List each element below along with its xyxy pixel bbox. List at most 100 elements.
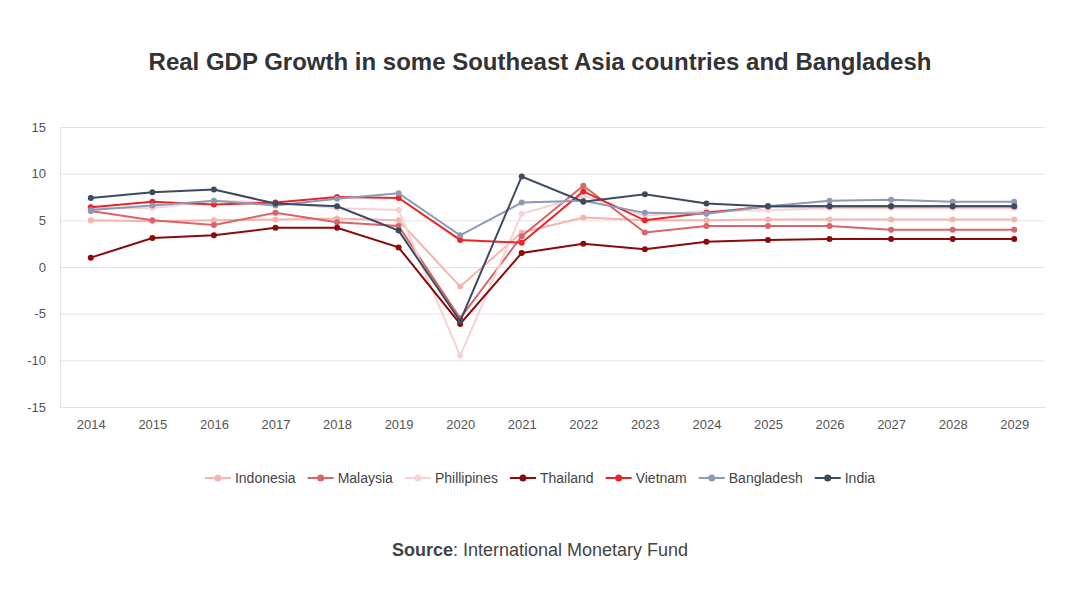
series-marker (950, 236, 956, 242)
series-marker (272, 201, 278, 207)
legend-label: Vietnam (636, 470, 687, 486)
series-marker (765, 223, 771, 229)
series-marker (888, 203, 894, 209)
series-group (88, 225, 1017, 327)
grid-line (60, 360, 1045, 361)
series-marker (211, 198, 217, 204)
source-label: Source (392, 540, 453, 560)
series-marker (519, 211, 525, 217)
series-marker (642, 217, 648, 223)
series-marker (703, 211, 709, 217)
legend-label: Phillipines (435, 470, 498, 486)
series-marker (396, 228, 402, 234)
series-marker (765, 216, 771, 222)
series-marker (827, 223, 833, 229)
y-tick: 10 (32, 166, 1045, 181)
series-marker (519, 233, 525, 239)
x-tick: 2027 (877, 407, 906, 432)
series-marker (272, 200, 278, 206)
legend-marker (708, 475, 715, 482)
series-group (88, 188, 1017, 245)
series-marker (272, 216, 278, 222)
x-tick-label: 2016 (200, 417, 229, 432)
series-marker (765, 203, 771, 209)
x-axis: 2014201520162017201820192020202120222023… (61, 407, 1046, 432)
chart-container: Real GDP Growth in some Southeast Asia c… (0, 0, 1080, 605)
chart-svg: Real GDP Growth in some Southeast Asia c… (0, 0, 1080, 605)
series-marker (272, 225, 278, 231)
legend-label: Bangladesh (729, 470, 803, 486)
series-marker (1011, 227, 1017, 233)
x-tick: 2029 (1000, 407, 1029, 432)
series-marker (950, 203, 956, 209)
series-line (91, 228, 1014, 324)
series-marker (765, 203, 771, 209)
series-group (88, 190, 1017, 238)
series-marker (457, 318, 463, 324)
series-marker (519, 250, 525, 256)
series-marker (1011, 203, 1017, 209)
series-marker (211, 187, 217, 193)
y-tick-label: 5 (39, 213, 46, 228)
y-tick: -15 (27, 400, 1045, 415)
x-tick-label: 2022 (569, 417, 598, 432)
y-axis: -15-10-5051015 (27, 120, 1045, 415)
x-tick-label: 2029 (1000, 417, 1029, 432)
series-marker (580, 188, 586, 194)
series-marker (88, 255, 94, 261)
series-marker (888, 227, 894, 233)
series-marker (334, 196, 340, 202)
legend-label: India (845, 470, 876, 486)
series-marker (703, 217, 709, 223)
x-tick: 2015 (138, 407, 167, 432)
series-marker (888, 216, 894, 222)
y-tick-label: -10 (27, 353, 46, 368)
legend-marker (317, 475, 324, 482)
series-marker (457, 284, 463, 290)
series-marker (211, 222, 217, 228)
series-group (88, 215, 1017, 290)
series-marker (272, 200, 278, 206)
x-tick-label: 2028 (939, 417, 968, 432)
x-tick: 2018 (323, 407, 352, 432)
series-line (91, 196, 1014, 356)
series-marker (211, 198, 217, 204)
series-marker (396, 207, 402, 213)
legend-item: Thailand (510, 470, 594, 486)
legend-label: Thailand (540, 470, 594, 486)
series-marker (149, 202, 155, 208)
series-marker (580, 199, 586, 205)
series-marker (334, 203, 340, 209)
legend-item: Vietnam (606, 470, 687, 486)
y-tick-label: -15 (27, 400, 46, 415)
x-tick-label: 2021 (508, 417, 537, 432)
series-marker (149, 189, 155, 195)
y-tick: -10 (27, 353, 1045, 368)
series-marker (519, 240, 525, 246)
x-tick: 2019 (385, 407, 414, 432)
series-marker (519, 200, 525, 206)
series-marker (88, 207, 94, 213)
series-marker (519, 173, 525, 179)
legend-item: Phillipines (405, 470, 498, 486)
x-tick: 2017 (262, 407, 291, 432)
legend-marker (414, 475, 421, 482)
y-tick: 0 (39, 260, 1045, 275)
x-tick-label: 2019 (385, 417, 414, 432)
series-line (91, 176, 1014, 321)
legend-label: Indonesia (235, 470, 296, 486)
x-tick-label: 2024 (692, 417, 721, 432)
x-tick-label: 2025 (754, 417, 783, 432)
chart-title: Real GDP Growth in some Southeast Asia c… (149, 48, 932, 75)
y-tick: -5 (34, 306, 1045, 321)
x-axis-line (61, 407, 1046, 408)
grid-line (60, 314, 1045, 315)
legend-item: Bangladesh (699, 470, 803, 486)
series-marker (396, 217, 402, 223)
x-tick: 2014 (77, 407, 106, 432)
series-marker (580, 241, 586, 247)
series-marker (950, 203, 956, 209)
series-marker (642, 217, 648, 223)
x-tick-label: 2027 (877, 417, 906, 432)
x-tick-label: 2017 (262, 417, 291, 432)
